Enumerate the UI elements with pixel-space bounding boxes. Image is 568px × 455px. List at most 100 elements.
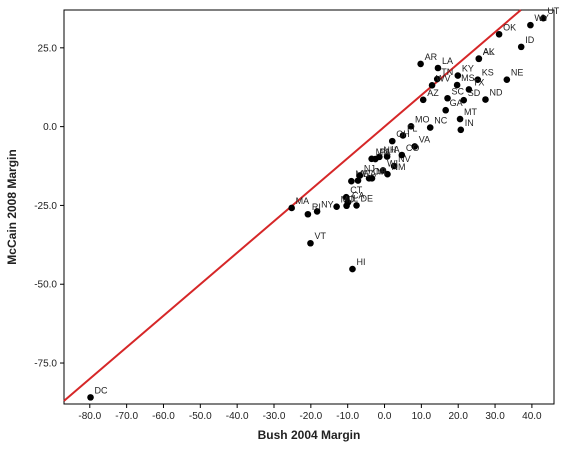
- data-point-vt: [307, 239, 314, 247]
- point-label-ma: MA: [296, 196, 310, 206]
- point-label-tx: TX: [473, 77, 485, 87]
- point-label-ky: KY: [462, 64, 474, 74]
- point-label-de: DE: [361, 193, 374, 203]
- point-label-ca: CA: [352, 190, 365, 200]
- data-point-ma: [288, 204, 295, 212]
- point-label-wi: WI: [387, 158, 398, 168]
- x-axis-title: Bush 2004 Margin: [258, 428, 361, 442]
- data-point-oh: [388, 137, 396, 145]
- point-label-nh: NH: [383, 145, 396, 155]
- point-label-ct: CT: [350, 185, 362, 195]
- data-point-sc: [444, 94, 451, 102]
- data-point-az: [419, 96, 427, 104]
- data-point-nm: [384, 170, 391, 178]
- point-label-dc: DC: [95, 385, 108, 395]
- data-point-fl: [399, 132, 407, 139]
- data-point-ks: [474, 76, 482, 83]
- x-tick-label: -30.0: [263, 411, 286, 422]
- point-label-ms: MS: [461, 73, 475, 83]
- data-point-tx: [465, 86, 473, 93]
- data-point-nc: [426, 124, 434, 131]
- point-label-nd: ND: [489, 88, 502, 98]
- data-point-va: [411, 143, 419, 150]
- y-tick-label: -50.0: [34, 280, 57, 291]
- data-point-wi: [379, 167, 387, 174]
- data-point-ky: [454, 72, 462, 79]
- point-label-vt: VT: [314, 231, 326, 241]
- y-tick-label: 0.0: [43, 122, 57, 133]
- x-tick-label: -50.0: [189, 411, 212, 422]
- y-axis-title: McCain 2008 Margin: [5, 149, 19, 264]
- data-point-dc: [87, 394, 94, 401]
- data-point-de: [353, 202, 360, 209]
- x-tick-label: -40.0: [226, 411, 249, 422]
- x-tick-label: -70.0: [115, 411, 138, 422]
- data-point-ok: [495, 30, 503, 38]
- point-label-sc: SC: [452, 86, 465, 96]
- point-label-az: AZ: [427, 88, 439, 98]
- point-label-nv: NV: [398, 154, 411, 164]
- x-tick-label: -10.0: [336, 411, 359, 422]
- point-label-la: LA: [442, 56, 453, 66]
- point-label-mt: MT: [464, 107, 477, 117]
- point-label-fl: FL: [407, 123, 418, 133]
- point-label-ia: IA: [391, 145, 400, 155]
- x-tick-label: -20.0: [299, 411, 322, 422]
- point-label-nm: NM: [391, 162, 405, 172]
- data-point-ga: [442, 106, 449, 114]
- point-label-md: MD: [341, 195, 355, 205]
- y-tick-label: -75.0: [34, 359, 57, 370]
- point-label-ok: OK: [503, 22, 516, 32]
- point-label-wa: WA: [362, 169, 376, 179]
- data-point-ar: [417, 60, 424, 68]
- x-tick-label: 30.0: [485, 411, 505, 422]
- data-point-pa: [372, 155, 379, 163]
- point-label-ks: KS: [482, 68, 494, 78]
- point-label-va: VA: [419, 134, 430, 144]
- y-tick-label: 25.0: [38, 43, 58, 54]
- point-label-ut: UT: [547, 6, 559, 16]
- point-label-ak: AK: [483, 47, 495, 57]
- data-point-in: [457, 126, 465, 134]
- data-point-wa: [354, 177, 362, 184]
- data-point-mi: [368, 175, 376, 182]
- point-label-il: IL: [351, 194, 359, 204]
- y-axis: 25.0 0.0 -25.0 -50.0 -75.0: [34, 43, 64, 370]
- x-tick-label: -60.0: [152, 411, 175, 422]
- data-point-ms: [453, 81, 461, 89]
- point-label-oh: OH: [396, 129, 410, 139]
- data-point-mo: [407, 123, 415, 130]
- data-point-ut: [540, 14, 547, 22]
- y-tick-label: -25.0: [34, 201, 57, 212]
- point-label-al: AL: [483, 47, 494, 57]
- data-point-nd: [482, 96, 489, 103]
- data-point-wv: [428, 82, 436, 89]
- data-point-co: [398, 151, 406, 159]
- point-label-in: IN: [465, 118, 474, 128]
- point-label-mn: MN: [376, 147, 390, 157]
- data-point-il: [343, 202, 350, 210]
- data-point-wy: [527, 21, 534, 29]
- point-label-id: ID: [525, 35, 535, 45]
- point-label-tn: TN: [441, 67, 453, 77]
- data-point-md: [333, 203, 340, 210]
- data-point-ia: [383, 153, 391, 160]
- plot-frame: [63, 9, 555, 405]
- data-point-ak: [475, 55, 483, 63]
- data-point-ne: [503, 76, 511, 83]
- point-label-ga: GA: [450, 98, 463, 108]
- point-label-mi: MI: [376, 166, 386, 176]
- data-point-ct: [342, 193, 350, 201]
- point-label-sd: SD: [468, 88, 481, 98]
- x-tick-label: -80.0: [78, 411, 101, 422]
- x-axis: -80.0 -70.0 -60.0 -50.0 -40.0 -30.0 -20.0 -10.0…: [78, 404, 542, 422]
- data-point-id: [517, 43, 525, 51]
- point-label-ri: RI: [312, 202, 321, 212]
- x-tick-label: 10.0: [412, 411, 432, 422]
- point-label-nc: NC: [434, 116, 447, 126]
- point-label-ny: NY: [321, 199, 334, 209]
- data-point-me: [348, 177, 355, 185]
- point-label-or: OR: [373, 166, 387, 176]
